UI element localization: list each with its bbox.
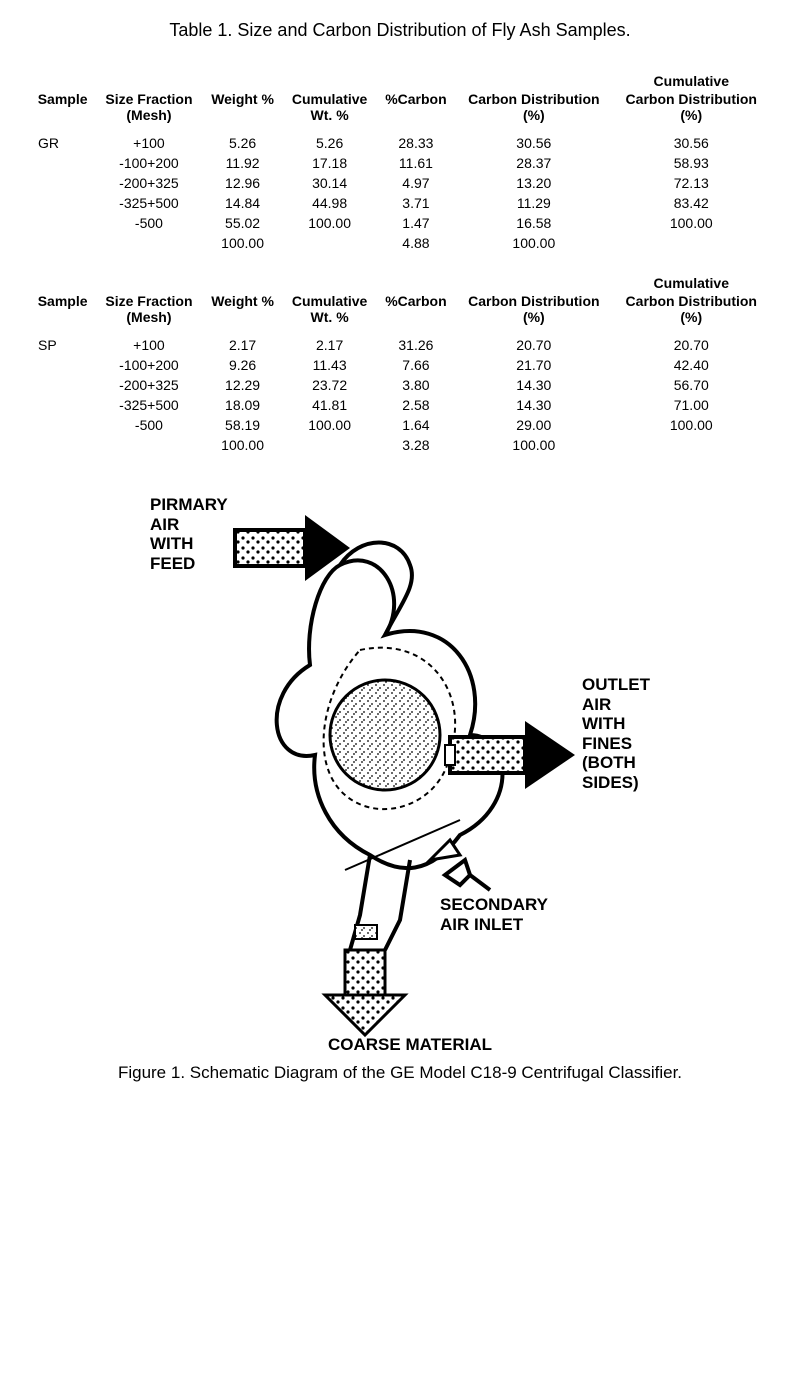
col-cdist-bot: (%)	[455, 309, 612, 327]
col-cdist-top: Carbon Distribution	[455, 89, 612, 107]
table-row: -100+20011.9217.1811.6128.3758.93	[30, 153, 770, 173]
col-ccdist-top1: Cumulative	[613, 273, 770, 291]
table-row: -100+2009.2611.437.6621.7042.40	[30, 355, 770, 375]
col-sample: Sample	[30, 291, 95, 309]
rotor-circle	[330, 680, 440, 790]
col-sample: Sample	[30, 89, 95, 107]
table-row: -325+50018.0941.812.5814.3071.00	[30, 395, 770, 415]
outlet-air-label: OUTLETAIRWITHFINES(BOTHSIDES)	[582, 675, 650, 792]
col-size-bot: (Mesh)	[95, 309, 202, 327]
col-wt: Weight %	[203, 291, 283, 309]
figure-caption: Figure 1. Schematic Diagram of the GE Mo…	[30, 1063, 770, 1083]
secondary-air-label: SECONDARYAIR INLET	[440, 895, 548, 934]
table-row: -50058.19100.001.6429.00100.00	[30, 415, 770, 435]
col-ccdist-bot: (%)	[613, 107, 770, 125]
col-ccdist-bot: (%)	[613, 309, 770, 327]
col-cwt-top: Cumulative	[283, 291, 377, 309]
col-cwt-bot: Wt. %	[283, 107, 377, 125]
col-carbon: %Carbon	[377, 89, 455, 107]
table-row: -50055.02100.001.4716.58100.00	[30, 213, 770, 233]
table-row: -200+32512.9630.144.9713.2072.13	[30, 173, 770, 193]
col-cwt-bot: Wt. %	[283, 309, 377, 327]
col-cwt-top: Cumulative	[283, 89, 377, 107]
col-ccdist-top2: Carbon Distribution	[613, 291, 770, 309]
col-cdist-bot: (%)	[455, 107, 612, 125]
secondary-air-arrow-icon	[430, 840, 490, 890]
table-sp: Cumulative Sample Size Fraction Weight %…	[30, 273, 770, 455]
coarse-material-arrow-icon	[325, 950, 405, 1035]
classifier-diagram: PIRMARYAIRWITHFEED OUTLETAIRWITHFINES(BO…	[150, 475, 650, 1055]
col-size-top: Size Fraction	[95, 291, 202, 309]
table-row: SP+1002.172.1731.2620.7020.70	[30, 335, 770, 355]
col-wt: Weight %	[203, 89, 283, 107]
table-row: GR+1005.265.2628.3330.5630.56	[30, 133, 770, 153]
col-ccdist-top1: Cumulative	[613, 71, 770, 89]
col-size-bot: (Mesh)	[95, 107, 202, 125]
table-total-row: 100.003.28100.00	[30, 435, 770, 455]
table-title: Table 1. Size and Carbon Distribution of…	[30, 20, 770, 41]
col-size-top: Size Fraction	[95, 89, 202, 107]
col-cdist-top: Carbon Distribution	[455, 291, 612, 309]
col-carbon: %Carbon	[377, 291, 455, 309]
primary-air-label: PIRMARYAIRWITHFEED	[150, 495, 228, 573]
outlet-air-arrow-icon	[445, 721, 575, 789]
table-row: -200+32512.2923.723.8014.3056.70	[30, 375, 770, 395]
col-ccdist-top2: Carbon Distribution	[613, 89, 770, 107]
table-row: -325+50014.8444.983.7111.2983.42	[30, 193, 770, 213]
coarse-material-label: COARSE MATERIAL	[280, 1035, 540, 1055]
table-total-row: 100.004.88100.00	[30, 233, 770, 253]
table-gr: Cumulative Sample Size Fraction Weight %…	[30, 71, 770, 253]
